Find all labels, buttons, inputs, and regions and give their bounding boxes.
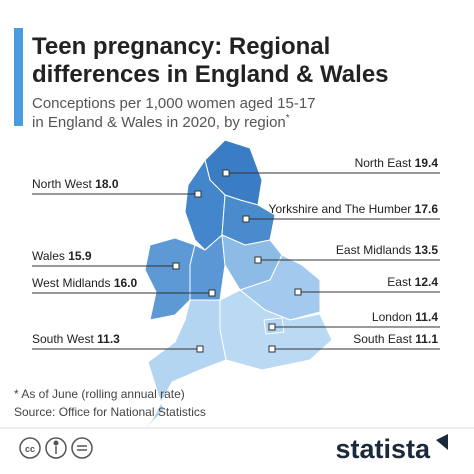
region-label: North West 18.0 [32, 177, 119, 191]
leaders [32, 169, 440, 353]
region-value: 19.4 [415, 156, 439, 170]
marker [208, 289, 216, 297]
cc-icon [19, 437, 41, 459]
title: differences in England & Wales [32, 61, 389, 88]
source: Source: Office for National Statistics [14, 405, 206, 419]
region-name: East Midlands [336, 243, 411, 257]
region-label: Yorkshire and The Humber 17.6 [269, 202, 439, 216]
region-value: 11.4 [415, 310, 438, 324]
region-name: North East [355, 156, 412, 170]
brand: statista [335, 434, 431, 464]
region-value: 13.5 [415, 243, 439, 257]
region-label: London 11.4 [372, 310, 438, 324]
region-label: East Midlands 13.5 [336, 243, 438, 257]
region-value: 11.1 [415, 332, 438, 346]
region-value: 15.9 [68, 249, 92, 263]
region-label: South East 11.1 [353, 332, 438, 346]
region-name: West Midlands [32, 276, 110, 290]
region-name: London [372, 310, 412, 324]
region-value: 18.0 [95, 177, 119, 191]
nd-icon [71, 437, 93, 459]
region-name: Wales [32, 249, 65, 263]
title: Teen pregnancy: Regional [32, 33, 330, 60]
region-value: 16.0 [114, 276, 138, 290]
marker [268, 345, 276, 353]
marker [268, 323, 276, 331]
by-icon [45, 437, 67, 459]
title-bar [14, 28, 23, 126]
marker [194, 190, 202, 198]
region-shape [189, 233, 226, 301]
region-value: 12.4 [415, 275, 439, 289]
subtitle-note: * [286, 113, 290, 124]
subtitle-line: in England & Wales in 2020, by region [32, 114, 286, 131]
region-shape [144, 237, 196, 321]
region-name: South East [353, 332, 412, 346]
cc-mark: cc [25, 444, 35, 454]
marker [254, 256, 262, 264]
marker [196, 345, 204, 353]
subtitle: in England & Wales in 2020, by region* [32, 113, 290, 131]
icon-stroke [53, 440, 59, 446]
region-name: South West [32, 332, 94, 346]
region-name: North West [32, 177, 92, 191]
footnote: * As of June (rolling annual rate) [14, 387, 185, 401]
region-label: Wales 15.9 [32, 249, 92, 263]
region-name: East [387, 275, 412, 289]
region-value: 11.3 [97, 332, 120, 346]
region-name: Yorkshire and The Humber [269, 202, 412, 216]
region-label: North East 19.4 [355, 156, 439, 170]
marker [242, 215, 250, 223]
marker [222, 169, 230, 177]
subtitle: Conceptions per 1,000 women aged 15-17 [32, 95, 316, 112]
region-label: East 12.4 [387, 275, 438, 289]
brand-mark [436, 434, 448, 450]
marker [172, 262, 180, 270]
marker [294, 288, 302, 296]
license-icons [19, 437, 93, 459]
region-label: South West 11.3 [32, 332, 120, 346]
region-shape [134, 299, 227, 441]
labels: North East 19.4 North West 18.0 Yorkshir… [32, 156, 438, 346]
region-value: 17.6 [415, 202, 439, 216]
region-label: West Midlands 16.0 [32, 276, 138, 290]
